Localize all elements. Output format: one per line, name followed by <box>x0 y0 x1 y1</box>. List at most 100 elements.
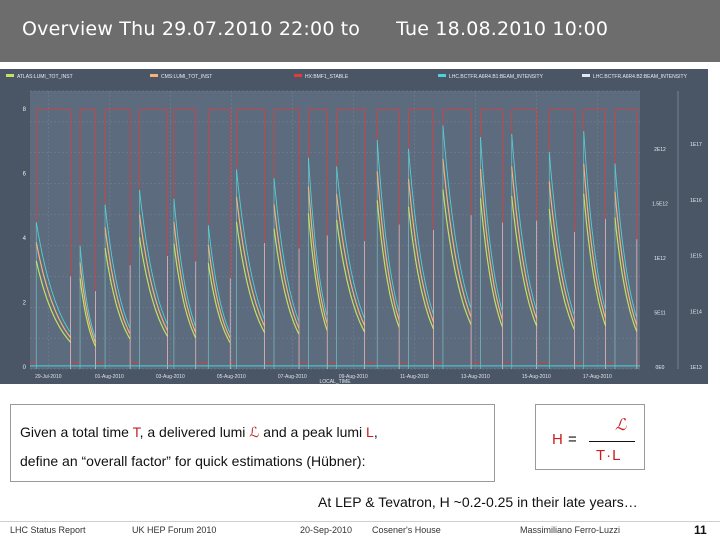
title-start: Overview Thu 29.07.2010 22:00 <box>22 18 335 40</box>
plot-area <box>30 91 640 369</box>
beam1-intensity-curve <box>173 198 197 328</box>
cms-lumi-curve <box>614 191 638 326</box>
description-box: Given a total time T, a delivered lumi ℒ… <box>10 404 495 482</box>
beam1-intensity-curve <box>583 131 607 311</box>
lumi-chart: ATLAS:LUMI_TOT_INST CMS:LUMI_TOT_INST HX:B… <box>0 69 708 384</box>
cms-lumi-curve <box>583 163 607 319</box>
cms-lumi-curve <box>104 227 131 335</box>
atlas-lumi-curve <box>307 213 328 331</box>
title-to: to <box>340 18 361 40</box>
left-tick-label: 4 <box>23 236 27 242</box>
slide-title: Overview Thu 29.07.2010 22:00 to Tue 18.08… <box>22 18 608 40</box>
page-number: 11 <box>694 523 707 537</box>
cms-lumi-curve <box>336 194 366 327</box>
beam1-intensity-curve <box>273 178 300 323</box>
left-tick-label: 6 <box>23 172 27 178</box>
beam1-intensity-curve <box>614 163 638 319</box>
beam1-intensity-curve <box>35 222 72 334</box>
right-tick-label: 2E12 <box>654 147 666 153</box>
cms-lumi-curve <box>407 178 435 323</box>
cms-lumi-curve <box>548 181 575 324</box>
atlas-lumi-curve <box>614 217 638 332</box>
atlas-lumi-curve <box>583 193 607 327</box>
legend-entry: CMS:LUMI_TOT_INST <box>161 74 212 80</box>
x-tick-label: 29-Jul-2010 <box>35 374 62 380</box>
cms-lumi-curve <box>173 222 197 334</box>
cms-lumi-curve <box>79 262 97 344</box>
atlas-lumi-curve <box>376 200 400 328</box>
beam1-intensity-curve <box>442 125 472 310</box>
x-tick-label: 13-Aug-2010 <box>461 374 490 380</box>
lep-tevatron-note: At LEP & Tevatron, H ~0.2-0.25 in their … <box>318 494 638 510</box>
beam1-intensity-curve <box>207 225 231 334</box>
beam1-intensity-curve <box>480 137 503 312</box>
x-tick-label: 05-Aug-2010 <box>217 374 246 380</box>
x-tick-label: 07-Aug-2010 <box>278 374 307 380</box>
beam1-intensity-curve <box>104 204 131 329</box>
formula-denominator: T·L <box>596 447 622 464</box>
atlas-lumi-curve <box>479 198 503 328</box>
atlas-lumi-curve <box>407 206 435 330</box>
atlas-lumi-curve <box>273 228 300 335</box>
desc-lumi-symbol: ℒ <box>249 424 260 440</box>
beam1-intensity-curve <box>236 169 266 320</box>
legend-swatch <box>150 74 158 77</box>
left-tick-label: 8 <box>23 107 27 113</box>
legend-swatch <box>294 74 302 77</box>
right-tick-label: 1.5E12 <box>652 202 668 208</box>
beam1-intensity-curve <box>307 157 328 318</box>
atlas-lumi-curve <box>79 278 97 347</box>
atlas-lumi-curve <box>173 243 197 339</box>
description-line-1: Given a total time T, a delivered lumi ℒ… <box>20 424 378 441</box>
desc-T: T <box>132 424 140 440</box>
formula-box: H = ℒ T·L <box>535 404 645 470</box>
x-axis-label: LOCAL_TIME <box>319 379 351 384</box>
cms-lumi-curve <box>138 214 169 332</box>
formula-equals: = <box>568 431 577 448</box>
cms-lumi-curve <box>35 242 72 339</box>
lumi-chart-svg: ATLAS:LUMI_TOT_INST CMS:LUMI_TOT_INST HX:B… <box>6 74 702 384</box>
right-tick-label: 5E11 <box>654 311 666 317</box>
beam1-intensity-curve <box>139 189 169 326</box>
formula-numerator: ℒ <box>615 415 627 434</box>
x-tick-label: 11-Aug-2010 <box>400 374 429 380</box>
x-tick-label: 01-Aug-2010 <box>95 374 124 380</box>
beam1-intensity-curve <box>336 166 366 320</box>
atlas-lumi-curve <box>235 221 266 333</box>
left-tick-label: 2 <box>23 301 27 307</box>
footer: LHC Status Report UK HEP Forum 2010 20-S… <box>0 521 720 541</box>
far-right-tick-label: 1E17 <box>690 142 702 148</box>
atlas-lumi-curve <box>207 263 231 344</box>
x-tick-label: 15-Aug-2010 <box>522 374 551 380</box>
far-right-tick-label: 1E13 <box>690 365 702 371</box>
title-bar: Overview Thu 29.07.2010 22:00 to Tue 18.08… <box>0 0 720 62</box>
atlas-lumi-curve <box>35 260 72 343</box>
formula-fraction-bar <box>589 441 635 442</box>
x-tick-label: 03-Aug-2010 <box>156 374 185 380</box>
title-end: Tue 18.08.2010 10:00 <box>396 18 609 40</box>
atlas-lumi-curve <box>104 247 131 340</box>
cms-lumi-curve <box>207 244 231 339</box>
atlas-lumi-curve <box>138 237 169 337</box>
legend-entry: LHC.BCTFR.A6R4.B2:BEAM_INTENSITY <box>593 74 688 80</box>
far-right-tick-label: 1E15 <box>690 254 702 260</box>
desc-text-d: , <box>373 424 378 440</box>
description-line-2: define an “overall factor” for quick est… <box>20 453 366 469</box>
cms-lumi-curve <box>511 166 538 320</box>
beam1-intensity-curve <box>376 140 400 313</box>
cms-lumi-curve <box>376 171 400 321</box>
stable-beams-line <box>30 109 640 364</box>
legend-swatch <box>438 74 446 77</box>
beam1-intensity-curve <box>511 134 538 312</box>
x-tick-label: 09-Aug-2010 <box>339 374 368 380</box>
beam1-intensity-curve <box>79 245 97 339</box>
atlas-lumi-curve <box>511 195 538 327</box>
beam1-intensity-curve <box>548 151 575 316</box>
footer-venue: Cosener's House <box>372 525 441 535</box>
cms-lumi-curve <box>479 168 503 320</box>
far-right-tick-label: 1E14 <box>690 309 702 315</box>
desc-text-c: and a peak lumi <box>259 424 367 440</box>
x-tick-label: 17-Aug-2010 <box>583 374 612 380</box>
cms-lumi-curve <box>442 158 472 318</box>
right-tick-label: 0E0 <box>656 365 665 371</box>
